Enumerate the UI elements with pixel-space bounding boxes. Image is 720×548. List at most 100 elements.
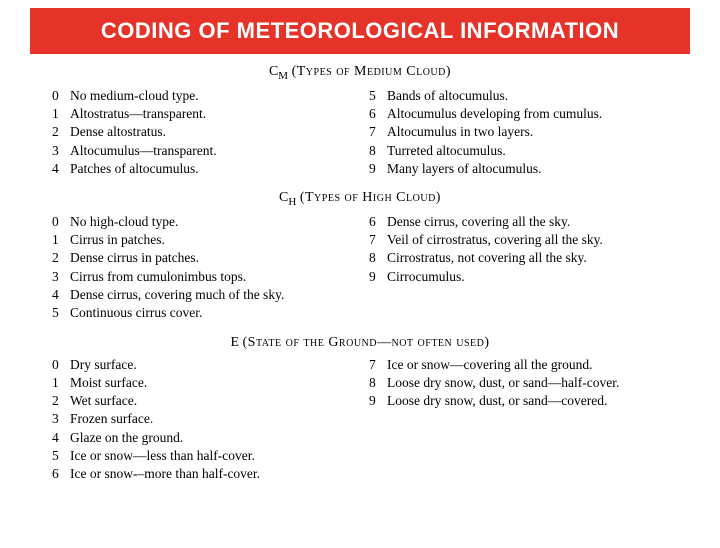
list-item: 5Bands of altocumulus. xyxy=(369,87,668,104)
left-column: 0No medium-cloud type. 1Altostratus—tran… xyxy=(52,87,351,178)
list-item: 8Loose dry snow, dust, or sand—half-cove… xyxy=(369,374,668,391)
code-digit: 5 xyxy=(52,447,70,464)
code-desc: Frozen surface. xyxy=(70,410,351,427)
list-item: 3Cirrus from cumulonimbus tops. xyxy=(52,268,351,285)
section-body: 0No medium-cloud type. 1Altostratus—tran… xyxy=(52,87,668,178)
code-digit: 0 xyxy=(52,213,70,230)
section-header-ch: CH (Types of High Cloud) xyxy=(52,190,668,208)
code-desc: Altocumulus in two layers. xyxy=(387,123,668,140)
code-digit: 7 xyxy=(369,231,387,248)
list-item: 4Dense cirrus, covering much of the sky. xyxy=(52,286,351,303)
page-title: CODING OF METEOROLOGICAL INFORMATION xyxy=(30,8,690,54)
code-digit: 8 xyxy=(369,374,387,391)
code-desc: Patches of altocumulus. xyxy=(70,160,351,177)
code-desc: No high-cloud type. xyxy=(70,213,351,230)
left-column: 0No high-cloud type. 1Cirrus in patches.… xyxy=(52,213,351,323)
code-desc: Altocumulus developing from cumulus. xyxy=(387,105,668,122)
list-item: 0No high-cloud type. xyxy=(52,213,351,230)
code-digit: 1 xyxy=(52,105,70,122)
section-body: 0No high-cloud type. 1Cirrus in patches.… xyxy=(52,213,668,323)
code-digit: 6 xyxy=(52,465,70,482)
list-item: 6Altocumulus developing from cumulus. xyxy=(369,105,668,122)
code-desc: Moist surface. xyxy=(70,374,351,391)
list-item: 8Turreted altocumulus. xyxy=(369,142,668,159)
list-item: 0Dry surface. xyxy=(52,356,351,373)
section-label: E xyxy=(230,335,239,350)
code-desc: Cirrus in patches. xyxy=(70,231,351,248)
code-desc: Dense cirrus in patches. xyxy=(70,249,351,266)
section-desc: (Types of Medium Cloud) xyxy=(292,64,451,79)
code-desc: Cirrus from cumulonimbus tops. xyxy=(70,268,351,285)
list-item: 3Frozen surface. xyxy=(52,410,351,427)
list-item: 0No medium-cloud type. xyxy=(52,87,351,104)
code-digit: 3 xyxy=(52,410,70,427)
section-header-cm: CM (Types of Medium Cloud) xyxy=(52,64,668,82)
code-digit: 4 xyxy=(52,429,70,446)
list-item: 9Many layers of altocumulus. xyxy=(369,160,668,177)
list-item: 6Ice or snow-–more than half-cover. xyxy=(52,465,351,482)
list-item: 2Dense cirrus in patches. xyxy=(52,249,351,266)
code-digit: 5 xyxy=(52,304,70,321)
code-desc: Veil of cirrostratus, covering all the s… xyxy=(387,231,668,248)
list-item: 9Cirrocumulus. xyxy=(369,268,668,285)
code-digit: 6 xyxy=(369,105,387,122)
code-digit: 8 xyxy=(369,142,387,159)
code-desc: Cirrocumulus. xyxy=(387,268,668,285)
list-item: 9Loose dry snow, dust, or sand—covered. xyxy=(369,392,668,409)
section-ch: CH (Types of High Cloud) 0No high-cloud … xyxy=(52,190,668,322)
left-column: 0Dry surface. 1Moist surface. 2Wet surfa… xyxy=(52,356,351,484)
list-item: 7Altocumulus in two layers. xyxy=(369,123,668,140)
code-digit: 3 xyxy=(52,142,70,159)
code-desc: Loose dry snow, dust, or sand—half-cover… xyxy=(387,374,668,391)
code-desc: Ice or snow—less than half-cover. xyxy=(70,447,351,464)
code-desc: Loose dry snow, dust, or sand—covered. xyxy=(387,392,668,409)
code-digit: 9 xyxy=(369,392,387,409)
right-column: 5Bands of altocumulus. 6Altocumulus deve… xyxy=(369,87,668,178)
code-digit: 7 xyxy=(369,356,387,373)
list-item: 7Veil of cirrostratus, covering all the … xyxy=(369,231,668,248)
code-desc: Dry surface. xyxy=(70,356,351,373)
code-desc: Altostratus—transparent. xyxy=(70,105,351,122)
section-subscript: H xyxy=(288,196,296,208)
code-desc: Altocumulus—transparent. xyxy=(70,142,351,159)
code-digit: 2 xyxy=(52,392,70,409)
section-cm: CM (Types of Medium Cloud) 0No medium-cl… xyxy=(52,64,668,178)
section-label: C xyxy=(269,64,278,79)
code-digit: 7 xyxy=(369,123,387,140)
list-item: 6Dense cirrus, covering all the sky. xyxy=(369,213,668,230)
list-item: 7Ice or snow—covering all the ground. xyxy=(369,356,668,373)
list-item: 4Patches of altocumulus. xyxy=(52,160,351,177)
code-desc: Dense altostratus. xyxy=(70,123,351,140)
code-digit: 8 xyxy=(369,249,387,266)
code-desc: Many layers of altocumulus. xyxy=(387,160,668,177)
list-item: 1Cirrus in patches. xyxy=(52,231,351,248)
code-digit: 1 xyxy=(52,231,70,248)
code-digit: 2 xyxy=(52,123,70,140)
code-desc: Cirrostratus, not covering all the sky. xyxy=(387,249,668,266)
code-desc: Continuous cirrus cover. xyxy=(70,304,351,321)
section-e: E (State of the Ground—not often used) 0… xyxy=(52,335,668,484)
code-desc: Glaze on the ground. xyxy=(70,429,351,446)
code-digit: 9 xyxy=(369,160,387,177)
list-item: 1Altostratus—transparent. xyxy=(52,105,351,122)
right-column: 7Ice or snow—covering all the ground. 8L… xyxy=(369,356,668,484)
section-label: C xyxy=(279,190,288,205)
code-desc: Bands of altocumulus. xyxy=(387,87,668,104)
list-item: 2Dense altostratus. xyxy=(52,123,351,140)
code-digit: 5 xyxy=(369,87,387,104)
code-digit: 0 xyxy=(52,356,70,373)
code-digit: 9 xyxy=(369,268,387,285)
section-desc: (State of the Ground—not often used) xyxy=(243,335,490,350)
list-item: 4Glaze on the ground. xyxy=(52,429,351,446)
section-body: 0Dry surface. 1Moist surface. 2Wet surfa… xyxy=(52,356,668,484)
code-digit: 2 xyxy=(52,249,70,266)
list-item: 3Altocumulus—transparent. xyxy=(52,142,351,159)
code-digit: 6 xyxy=(369,213,387,230)
code-digit: 0 xyxy=(52,87,70,104)
code-desc: Ice or snow-–more than half-cover. xyxy=(70,465,351,482)
list-item: 2Wet surface. xyxy=(52,392,351,409)
code-digit: 1 xyxy=(52,374,70,391)
list-item: 1Moist surface. xyxy=(52,374,351,391)
right-column: 6Dense cirrus, covering all the sky. 7Ve… xyxy=(369,213,668,323)
code-desc: Wet surface. xyxy=(70,392,351,409)
